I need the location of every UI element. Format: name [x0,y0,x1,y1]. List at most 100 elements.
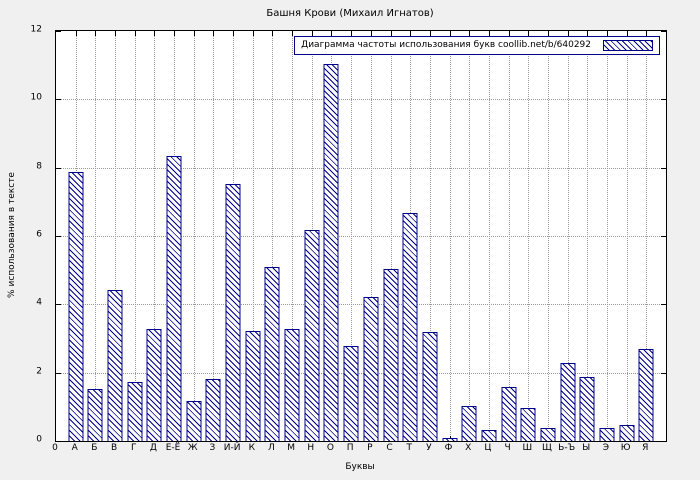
x-tick-mark [528,31,530,36]
bar-Б [87,388,103,441]
y-tick-mark [661,441,666,442]
v-gridline [488,31,490,441]
bar-Ч [501,387,517,441]
x-tick-label: Л [268,443,275,453]
x-tick-label: П [346,443,354,453]
y-tick-mark [56,167,61,169]
v-gridline [95,31,97,441]
x-tick-mark [390,31,392,36]
bar-Ы [579,376,595,441]
x-tick-mark [233,31,235,36]
bar-В [107,289,123,441]
y-tick-mark [56,99,61,101]
x-tick-label: Б [91,443,98,453]
x-tick-mark [174,31,176,36]
x-tick-label: Д [149,443,157,453]
x-tick-mark [351,31,353,36]
bar-С [383,269,399,441]
v-gridline [115,31,117,441]
x-tick-label: Ь-Ъ [558,443,576,453]
v-gridline [508,31,510,441]
y-tick-mark [56,304,61,306]
v-gridline [370,31,372,441]
v-gridline [292,31,294,441]
x-axis-label: Буквы [345,462,375,472]
x-tick-label: О [326,443,335,453]
y-tick-mark [661,167,666,169]
legend-box: Диаграмма частоты использования букв coo… [294,36,660,55]
v-gridline [469,31,471,441]
x-tick-mark [252,31,254,36]
v-gridline [351,31,353,441]
bar-Я [638,349,654,441]
y-tick-label: 8 [36,161,42,172]
bar-Ю [619,424,635,441]
legend-swatch [603,40,653,51]
y-tick-mark [56,31,61,32]
y-tick-label: 0 [36,434,42,445]
y-tick-mark [661,304,666,306]
v-gridline [193,31,195,441]
bar-О [323,64,339,441]
bar-К [245,330,261,441]
x-tick-label: З [209,443,216,453]
x-tick-label: Г [130,443,137,453]
v-gridline [528,31,530,441]
bar-Ф [442,438,458,441]
x-tick-mark [449,31,451,36]
y-tick-mark [661,31,666,32]
x-tick-label: Ц [484,443,492,453]
bar-Г [127,381,143,441]
v-gridline [547,31,549,441]
v-gridline [134,31,136,441]
x-tick-mark [154,31,156,36]
v-gridline [390,31,392,441]
x-tick-mark [331,31,333,36]
x-tick-label: У [426,443,432,453]
x-tick-label: И-Й [223,443,241,453]
plot-area: Диаграмма частоты использования букв coo… [55,30,667,442]
y-tick-label: 2 [36,366,42,377]
bar-У [422,332,438,441]
bar-Щ [540,428,556,441]
y-tick-label: 12 [30,24,42,35]
x-tick-mark [606,31,608,36]
bar-А [68,171,84,441]
y-tick-mark [56,441,61,442]
x-tick-mark [75,31,77,36]
x-tick-label: Ю [620,443,631,453]
v-gridline [154,31,156,441]
y-tick-mark [661,99,666,101]
h-gridline [56,99,666,101]
x-tick-mark [488,31,490,36]
bar-Х [461,405,477,441]
bar-Е-Ё [166,156,182,441]
y-tick-mark [56,372,61,374]
x-tick-mark [547,31,549,36]
bar-Ц [481,429,497,441]
bar-Н [304,229,320,441]
bar-П [343,346,359,441]
h-gridline [56,372,666,374]
x-tick-mark [115,31,117,36]
v-gridline [626,31,628,441]
v-gridline [429,31,431,441]
v-gridline [606,31,608,441]
x-origin-label: 0 [52,443,58,453]
x-tick-label: Я [642,443,649,453]
x-tick-labels: 0 А Б В Г Д Е-Ё Ж З И-Й К Л М Н О П Р С Т У Ф Х Ц Ч Ш Щ Ь-Ъ Ы Э Ю Я [52,443,665,456]
y-tick-label: 6 [36,229,42,240]
x-tick-mark [292,31,294,36]
h-gridline [56,304,666,306]
h-gridline [56,236,666,237]
v-gridline [213,31,215,441]
x-tick-mark [370,31,372,36]
x-tick-mark [311,31,313,36]
y-tick-labels: 0 2 4 6 8 10 12 [0,25,50,444]
x-tick-mark [469,31,471,36]
x-tick-mark [410,31,412,36]
bar-Л [264,267,280,441]
y-tick-mark [56,236,61,237]
x-tick-label: Ы [582,443,591,453]
